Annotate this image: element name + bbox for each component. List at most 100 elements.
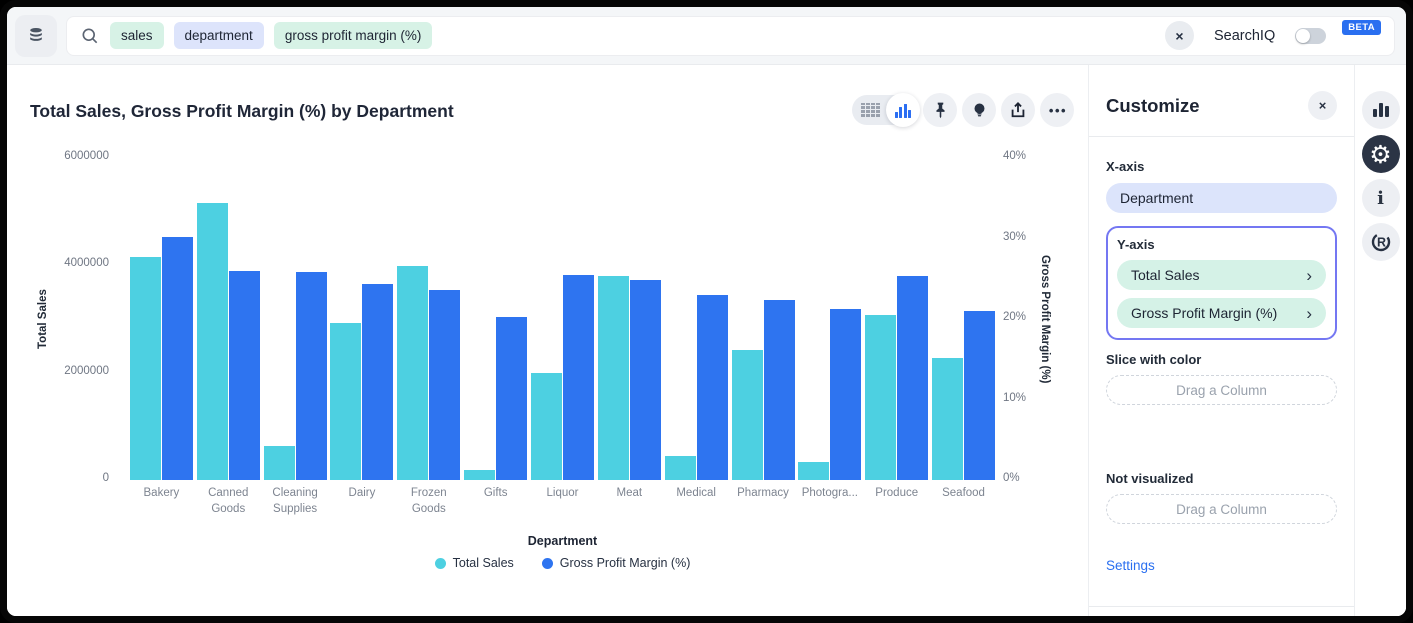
pin-button[interactable] [923, 93, 957, 127]
chart-title: Total Sales, Gross Profit Margin (%) by … [30, 101, 454, 121]
chevron-right-icon: › [1306, 303, 1312, 323]
share-button[interactable] [1001, 93, 1035, 127]
axis-tick-label: 0% [1003, 472, 1020, 484]
info-button[interactable]: i [1361, 179, 1400, 217]
more-options-button[interactable]: ••• [1040, 93, 1074, 127]
bar-group [195, 158, 262, 480]
settings-link[interactable]: Settings [1106, 558, 1155, 573]
slice-with-color-dropzone[interactable]: Drag a Column [1106, 375, 1337, 405]
panel-bottom-divider [1089, 606, 1354, 607]
search-icon [82, 28, 98, 43]
plot-area [128, 158, 997, 480]
bar-gross-profit-margin[interactable] [161, 237, 193, 480]
x-axis-category-label: Produce [875, 487, 919, 499]
insights-button[interactable] [962, 93, 996, 127]
bar-total-sales[interactable] [932, 358, 964, 480]
axis-tick-label: 0 [102, 472, 109, 484]
bar-total-sales[interactable] [330, 323, 362, 480]
bar-gross-profit-margin[interactable] [496, 317, 528, 480]
x-axis-field-label: X-axis [1106, 159, 1145, 174]
y-axis-highlight-group: Y-axis Total Sales › Gross Profit Margin… [1106, 226, 1337, 340]
y-axis-column-name: Total Sales [1131, 267, 1200, 283]
legend-item-total-sales[interactable]: Total Sales [434, 556, 514, 570]
clear-search-button[interactable]: × [1164, 21, 1194, 50]
bar-group [930, 158, 997, 480]
bar-total-sales[interactable] [865, 315, 897, 480]
bar-gross-profit-margin[interactable] [228, 271, 260, 480]
search-token-sales[interactable]: sales [110, 22, 164, 49]
info-icon: i [1377, 187, 1384, 209]
bar-gross-profit-margin[interactable] [362, 284, 394, 480]
r-logo-icon: R [1371, 232, 1390, 252]
y-axis-field-label: Y-axis [1117, 237, 1155, 252]
bar-gross-profit-margin[interactable] [763, 300, 795, 480]
top-search-bar: sales department gross profit margin (%)… [7, 7, 1406, 65]
bar-group [796, 158, 863, 480]
search-token-gross-profit-margin[interactable]: gross profit margin (%) [273, 22, 433, 49]
bar-gross-profit-margin[interactable] [897, 276, 929, 480]
bar-total-sales[interactable] [196, 203, 228, 480]
bar-group [730, 158, 797, 480]
axis-tick-label: 30% [1003, 230, 1027, 243]
chart-legend: Total Sales Gross Profit Margin (%) [128, 556, 997, 570]
slice-with-color-label: Slice with color [1106, 352, 1202, 367]
close-customize-button[interactable]: × [1308, 91, 1337, 120]
x-labels: Bakery Canned Goods Cleaning Supplies Dairy… [128, 486, 997, 517]
bar-gross-profit-margin[interactable] [830, 309, 862, 480]
y-axis-column-pill-total-sales[interactable]: Total Sales › [1117, 260, 1326, 290]
axis-tick-label: 10% [1003, 391, 1027, 404]
search-token-department[interactable]: department [173, 22, 264, 49]
y-axis-column-pill-gross-profit-margin[interactable]: Gross Profit Margin (%) › [1117, 298, 1326, 328]
x-axis-title: Department [527, 534, 598, 548]
right-axis-ticks: 0% 10% 20% 30% 40% [1003, 150, 1043, 484]
not-visualized-dropzone[interactable]: Drag a Column [1106, 494, 1337, 524]
x-axis-category-label: Pharmacy [737, 487, 789, 499]
bar-group [395, 158, 462, 480]
toggle-knob [1296, 28, 1311, 43]
x-axis-category-label: Frozen Goods [410, 487, 447, 515]
x-axis-column-name: Department [1120, 190, 1194, 206]
bar-gross-profit-margin[interactable] [964, 311, 996, 480]
search-input[interactable]: sales department gross profit margin (%)… [66, 15, 1395, 56]
data-source-button[interactable] [15, 14, 57, 57]
beta-badge: BETA [1342, 20, 1381, 35]
lightbulb-icon [974, 103, 984, 116]
legend-label: Total Sales [452, 556, 514, 570]
bar-gross-profit-margin[interactable] [562, 275, 594, 480]
bar-gross-profit-margin[interactable] [696, 295, 728, 480]
chart-config-button[interactable] [1361, 91, 1400, 129]
r-analysis-button[interactable]: R [1361, 223, 1400, 261]
searchiq-label: SearchIQ [1213, 27, 1276, 44]
bar-total-sales[interactable] [798, 462, 830, 480]
x-axis-category-label: Cleaning Supplies [272, 487, 318, 515]
customize-settings-button-active[interactable]: ⚙ [1361, 135, 1400, 173]
bar-chart-icon [1372, 103, 1389, 117]
bar-total-sales[interactable] [464, 470, 496, 480]
bar-total-sales[interactable] [397, 266, 429, 480]
searchiq-toggle[interactable] [1295, 27, 1327, 44]
customize-panel: Customize × X-axis Department Y-axis Tot… [1088, 65, 1354, 616]
bar-total-sales[interactable] [731, 350, 763, 480]
chart-view-button[interactable] [886, 93, 920, 127]
axis-tick-label: 2000000 [64, 364, 109, 377]
bar-total-sales[interactable] [263, 446, 295, 480]
legend-item-gross-profit-margin[interactable]: Gross Profit Margin (%) [541, 556, 690, 570]
y-axis-column-name: Gross Profit Margin (%) [1131, 305, 1278, 321]
bar-total-sales[interactable] [664, 456, 696, 480]
legend-dot-blue [541, 557, 553, 569]
main-content: Total Sales, Gross Profit Margin (%) by … [7, 65, 1406, 616]
bar-group [529, 158, 596, 480]
axis-tick-label: 40% [1003, 150, 1027, 162]
bar-group [462, 158, 529, 480]
bar-gross-profit-margin[interactable] [295, 272, 327, 480]
x-axis-column-pill[interactable]: Department [1106, 183, 1337, 213]
bar-gross-profit-margin[interactable] [429, 290, 461, 480]
bar-total-sales[interactable] [530, 373, 562, 480]
ellipsis-icon: ••• [1048, 102, 1068, 118]
bar-gross-profit-margin[interactable] [629, 280, 661, 480]
x-axis-category-label: Seafood [942, 487, 985, 499]
bar-total-sales[interactable] [129, 257, 161, 480]
bar-total-sales[interactable] [597, 276, 629, 480]
table-view-icon[interactable] [861, 103, 880, 117]
